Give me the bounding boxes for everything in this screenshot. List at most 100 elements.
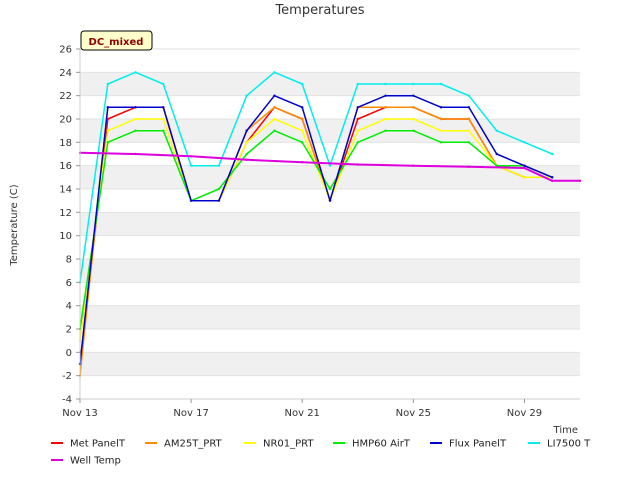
grid-band — [80, 165, 580, 189]
series-point — [523, 164, 526, 167]
chart-title: Temperatures — [274, 3, 364, 18]
y-tick-label: 0 — [66, 348, 72, 359]
y-tick-label: 14 — [59, 185, 72, 196]
series-point — [412, 164, 415, 167]
series-point — [412, 106, 415, 109]
legend-item: Flux PanelT — [430, 439, 507, 450]
legend-label: Flux PanelT — [449, 439, 507, 450]
series-point — [245, 158, 248, 162]
series-point — [328, 187, 332, 191]
legend: Met PanelT AM25T_PRT NR01_PRT HMP60 AirT Flu… — [51, 439, 591, 467]
series-point — [273, 117, 276, 121]
series-point — [162, 106, 165, 109]
series-point — [439, 141, 443, 144]
series-point — [134, 152, 137, 156]
series-point — [106, 141, 109, 144]
series-point — [356, 117, 359, 121]
series-point — [301, 141, 304, 144]
y-tick-label: 20 — [59, 115, 72, 126]
legend-item: HMP60 AirT — [333, 439, 411, 450]
series-point — [467, 94, 471, 97]
series-point — [467, 129, 471, 132]
series-point — [217, 164, 221, 167]
series-point — [551, 179, 554, 183]
legend-item: AM25T_PRT — [145, 439, 223, 450]
y-tick-label: 12 — [59, 208, 72, 219]
series-point — [273, 129, 276, 132]
series-point — [578, 179, 582, 183]
series-point — [273, 94, 276, 97]
series-point — [301, 82, 304, 86]
series-point — [356, 141, 359, 144]
series-point — [384, 82, 387, 86]
series-point — [439, 82, 443, 86]
y-tick-label: 26 — [59, 45, 72, 56]
y-tick-label: -4 — [62, 395, 72, 406]
series-point — [356, 82, 359, 86]
series-point — [189, 199, 193, 202]
series-point — [134, 129, 137, 132]
series-point — [189, 164, 193, 167]
series-point — [162, 82, 165, 86]
series-point — [106, 129, 109, 132]
grid-bands — [80, 48, 580, 400]
series-point — [356, 129, 359, 132]
legend-item: Met PanelT — [51, 439, 126, 450]
legend-label: AM25T_PRT — [164, 439, 223, 450]
series-point — [523, 176, 526, 179]
x-tick-labels: Nov 13 Nov 17 Nov 21 Nov 25 Nov 29 — [62, 399, 542, 419]
axes — [79, 49, 580, 400]
legend-label: NR01_PRT — [263, 439, 314, 450]
legend-label: LI7500 T — [547, 439, 591, 450]
series-point — [162, 129, 165, 132]
series-point — [467, 141, 471, 144]
series-point — [245, 141, 248, 144]
series-point — [273, 71, 276, 74]
series-point — [217, 187, 221, 191]
series-point — [301, 129, 304, 132]
series-point — [467, 165, 471, 169]
x-tick-label: Nov 17 — [173, 408, 208, 419]
legend-item: NR01_PRT — [244, 439, 314, 450]
series-point — [467, 106, 471, 109]
x-axis-label: Time — [553, 425, 578, 436]
series-point — [551, 176, 554, 179]
series-point — [273, 106, 276, 109]
grid-band — [80, 305, 580, 329]
series-point — [412, 129, 415, 132]
series-point — [245, 129, 248, 132]
series-point — [134, 71, 137, 74]
series-point — [134, 117, 137, 121]
series-point — [495, 152, 498, 156]
y-tick-label: 18 — [59, 138, 72, 149]
series-point — [301, 117, 304, 121]
legend-label: Well Temp — [70, 456, 121, 467]
series-point — [301, 160, 304, 164]
series-point — [356, 106, 359, 109]
badge-box — [80, 30, 153, 51]
grid-band — [80, 352, 580, 376]
x-tick-label: Nov 29 — [507, 408, 542, 419]
x-tick-label: Nov 21 — [285, 408, 320, 419]
y-tick-label: -2 — [62, 371, 72, 382]
y-tick-label: 22 — [59, 91, 72, 102]
grid-band — [80, 72, 580, 96]
x-tick-label: Nov 25 — [396, 408, 431, 419]
series-point — [523, 166, 526, 170]
series-point — [134, 106, 137, 109]
series-point — [439, 129, 443, 132]
series-point — [328, 199, 332, 202]
series-point — [495, 129, 498, 132]
series-point — [217, 199, 221, 202]
series-point — [162, 117, 165, 121]
y-tick-label: 2 — [66, 325, 72, 336]
grid-band — [80, 212, 580, 236]
series-point — [439, 117, 443, 121]
series-point — [328, 164, 332, 167]
series-point — [356, 163, 359, 166]
legend-label: HMP60 AirT — [352, 439, 411, 450]
series-point — [412, 82, 415, 86]
series-line-4 — [79, 94, 553, 365]
